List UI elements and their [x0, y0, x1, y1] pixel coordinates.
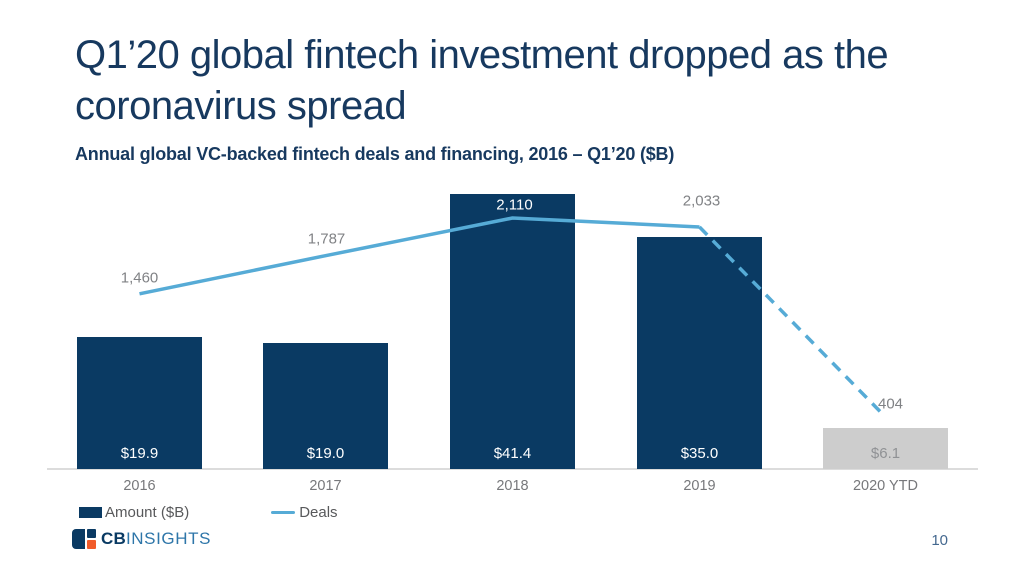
- legend-amount-swatch: [79, 506, 102, 518]
- x-axis-label: 2020 YTD: [852, 478, 919, 494]
- cbinsights-logo: CB INSIGHTS: [72, 529, 211, 549]
- cbinsights-logo-icon: [72, 529, 96, 549]
- x-axis-label: 2018: [496, 478, 529, 494]
- deals-value-label: 404: [877, 395, 904, 413]
- bar-2018: [450, 194, 575, 469]
- bar-2017: [263, 342, 388, 469]
- legend-deals-swatch: [271, 510, 296, 514]
- deals-value-label: 1,460: [120, 269, 159, 287]
- bar-value-label: $41.4: [493, 445, 532, 462]
- bar-2016: [77, 336, 202, 469]
- deals-value-label: 1,787: [307, 230, 346, 248]
- deals-value-label: 2,033: [682, 192, 721, 210]
- legend-deals-label: Deals: [299, 503, 338, 521]
- legend-amount-label: Amount ($B): [105, 503, 190, 521]
- bar-value-label: $35.0: [680, 445, 719, 462]
- page-subtitle: Annual global VC-backed fintech deals an…: [75, 144, 675, 164]
- bar-value-label: $19.9: [120, 445, 159, 462]
- bar-2019: [637, 236, 762, 469]
- deals-line-solid: [139, 216, 700, 296]
- bar-value-label: $19.0: [306, 445, 345, 462]
- x-axis-line: [47, 468, 978, 470]
- deals-value-label: 2,110: [496, 196, 533, 214]
- page-title-line2: coronavirus spread: [75, 84, 407, 128]
- page-number: 10: [931, 532, 948, 549]
- x-axis-label: 2016: [123, 478, 156, 494]
- legend: Amount ($B) Deals: [79, 503, 338, 521]
- logo-text-insights: INSIGHTS: [125, 529, 212, 548]
- page-title-line1: Q1’20 global fintech investment dropped …: [75, 33, 889, 77]
- logo-text-cb: CB: [101, 529, 126, 548]
- x-axis-label: 2019: [683, 478, 716, 494]
- bar-2020-ytd: [823, 428, 948, 469]
- page-title: Q1’20 global fintech investment dropped …: [75, 30, 889, 132]
- x-axis-label: 2017: [309, 478, 342, 494]
- bar-value-label: $6.1: [870, 445, 901, 462]
